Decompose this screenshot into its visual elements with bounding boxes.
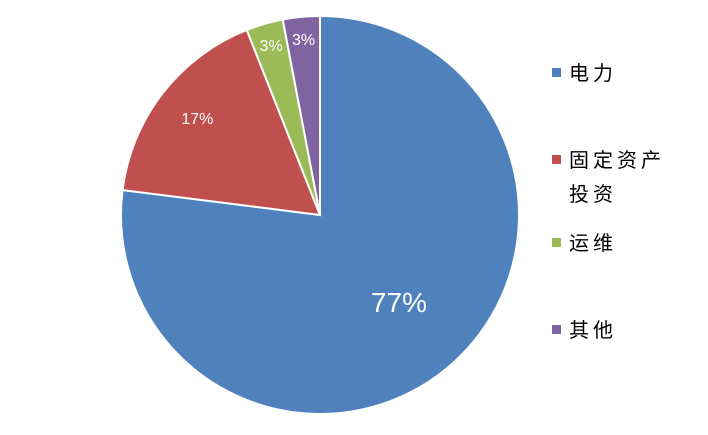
data-label: 3% [260,38,283,55]
legend-swatch [552,238,561,247]
data-label: 17% [181,111,213,128]
legend-swatch [552,68,561,77]
legend-label: 其他 [569,318,617,342]
legend-swatch [552,155,561,164]
legend-item: 电力 [552,60,679,90]
legend-label: 固定资产投资 [569,148,665,206]
data-label: 77% [371,287,427,318]
legend-swatch [552,325,561,334]
legend-item: 固定资产投资 [552,147,679,211]
legend-label: 电力 [569,61,617,85]
pie-slice [281,14,321,216]
legend-item: 运维 [552,230,679,260]
legend-label: 运维 [569,231,617,255]
data-label: 3% [292,32,315,49]
pie-slice [120,14,520,415]
pie-slice [121,28,322,217]
legend-item: 其他 [552,317,679,347]
